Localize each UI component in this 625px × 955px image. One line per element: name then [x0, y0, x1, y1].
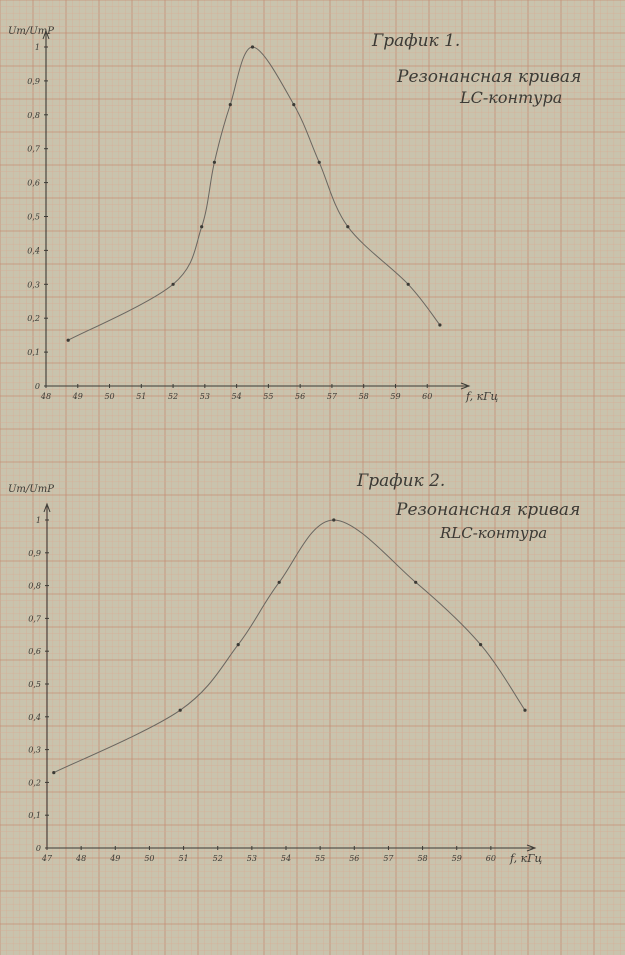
x-tick-label: 60 [422, 392, 432, 401]
x-tick-label: 56 [349, 854, 359, 863]
y-tick-label: 1 [36, 516, 41, 525]
chart-1-points [66, 45, 442, 342]
data-point [479, 643, 483, 647]
x-tick-label: 53 [247, 854, 257, 863]
data-point [228, 103, 232, 107]
x-axis-arrow [460, 382, 471, 390]
data-point [414, 580, 418, 584]
chart-1: График 1. Резонансная кривая LC-контура … [8, 26, 581, 403]
x-tick-label: 54 [232, 392, 242, 401]
y-tick-label: 0,2 [27, 314, 40, 323]
x-tick-label: 48 [75, 854, 86, 863]
y-tick-label: 0,8 [28, 582, 41, 591]
data-point [52, 771, 56, 775]
x-tick-label: 54 [281, 854, 291, 863]
x-tick-label: 47 [41, 854, 53, 863]
data-point [332, 518, 336, 522]
y-tick-label: 0,1 [28, 811, 41, 820]
x-tick-label: 55 [263, 392, 273, 401]
x-tick-label: 52 [168, 392, 178, 401]
chart-1-xlabel: f, кГц [465, 390, 499, 403]
chart-1-subtitle-line-2: LC-контура [459, 88, 562, 107]
x-tick-label: 58 [417, 854, 427, 863]
x-axis-arrow [526, 844, 537, 852]
y-tick-label: 0 [35, 382, 40, 391]
chart-1-title: График 1. [371, 31, 460, 51]
chart-2-ylabel: Um/UmP [8, 484, 54, 495]
chart-2-subtitle-line-2: RLC-контура [439, 524, 547, 542]
chart-2-axes [43, 502, 537, 852]
chart-1-subtitle-line-1: Резонансная кривая [396, 67, 581, 87]
chart-2: График 2. Резонансная кривая RLC-контура… [8, 471, 580, 865]
y-tick-label: 0,4 [28, 713, 41, 722]
data-point [292, 103, 296, 107]
x-tick-label: 56 [295, 392, 305, 401]
x-tick-label: 55 [315, 854, 325, 863]
chart-2-points [52, 518, 527, 775]
y-tick-label: 1 [35, 43, 40, 52]
y-tick-label: 0,7 [28, 614, 42, 623]
y-tick-label: 0,2 [28, 778, 41, 787]
data-point [438, 323, 442, 327]
x-tick-label: 59 [390, 392, 400, 401]
x-tick-label: 57 [327, 392, 338, 401]
x-tick-label: 51 [136, 392, 146, 401]
x-tick-label: 60 [486, 854, 496, 863]
chart-2-tick-labels: 47 48 49 50 51 52 53 54 55 56 57 58 59 60 0 0,1 0,2 0,3 0,… [28, 516, 496, 863]
x-tick-label: 49 [109, 854, 120, 863]
chart-2-xlabel: f, кГц [509, 852, 543, 865]
chart-2-subtitle-line-1: Резонансная кривая [395, 500, 580, 520]
x-tick-label: 53 [200, 392, 210, 401]
y-tick-label: 0,9 [27, 77, 40, 86]
x-tick-label: 57 [383, 854, 394, 863]
y-tick-label: 0,7 [27, 145, 41, 154]
y-tick-label: 0,5 [28, 680, 41, 689]
y-axis-arrow [43, 502, 51, 513]
data-point [171, 282, 175, 286]
data-point [346, 225, 350, 229]
chart-1-ylabel: Um/UmP [8, 26, 54, 37]
data-point [66, 338, 70, 342]
x-tick-label: 50 [104, 392, 114, 401]
x-tick-label: 49 [72, 392, 83, 401]
chart-1-axes [42, 29, 471, 390]
data-point [178, 708, 182, 712]
y-tick-label: 0,9 [28, 549, 41, 558]
data-point [200, 225, 204, 229]
data-point [317, 160, 321, 164]
data-point [523, 708, 527, 712]
y-tick-label: 0,4 [27, 246, 40, 255]
data-point [406, 282, 410, 286]
x-tick-label: 58 [359, 392, 369, 401]
y-tick-label: 0,6 [27, 179, 40, 188]
data-point [236, 643, 240, 647]
y-tick-label: 0,3 [28, 746, 41, 755]
data-point [277, 580, 281, 584]
chart-1-tick-labels: 48 49 50 51 52 53 54 55 56 57 58 59 60 0 0,1 0,2 0,3 0,4 0… [27, 43, 432, 401]
y-axis-arrow [42, 29, 50, 40]
y-tick-label: 0,1 [27, 348, 40, 357]
y-tick-label: 0,6 [28, 647, 41, 656]
y-tick-label: 0,5 [27, 213, 40, 222]
y-tick-label: 0 [36, 844, 41, 853]
x-tick-label: 52 [213, 854, 223, 863]
x-tick-label: 51 [178, 854, 188, 863]
x-tick-label: 48 [40, 392, 51, 401]
chart-2-title: График 2. [356, 471, 445, 491]
y-tick-label: 0,8 [27, 111, 40, 120]
y-tick-label: 0,3 [27, 280, 40, 289]
data-point [212, 160, 216, 164]
x-tick-label: 50 [144, 854, 154, 863]
data-point [250, 45, 255, 49]
x-tick-label: 59 [452, 854, 462, 863]
